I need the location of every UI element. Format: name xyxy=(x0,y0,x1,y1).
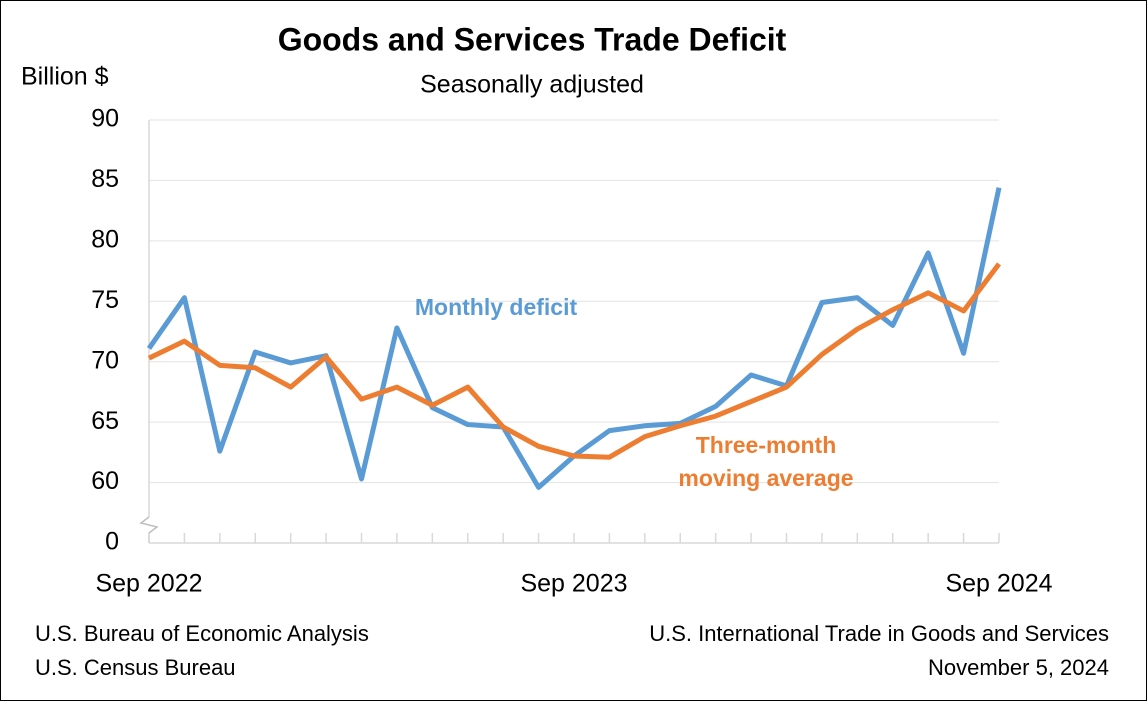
x-tick-label: Sep 2023 xyxy=(520,570,627,598)
source: November 5, 2024 xyxy=(928,655,1109,680)
x-tick-label: Sep 2022 xyxy=(95,570,202,598)
y-tick-label: 0 xyxy=(105,528,119,556)
source: U.S. International Trade in Goods and Se… xyxy=(649,621,1109,646)
legend-label: Three-month moving average xyxy=(678,432,854,491)
y-axis-label: Billion $ xyxy=(21,63,109,91)
source: U.S. Census Bureau xyxy=(35,655,236,680)
y-tick-label: 70 xyxy=(91,346,119,374)
y-tick-label: 75 xyxy=(91,286,119,314)
legend-label: Monthly deficit xyxy=(414,294,578,320)
y-tick-label: 65 xyxy=(91,407,119,435)
y-tick-label: 85 xyxy=(91,165,119,193)
y-tick-label: 90 xyxy=(91,105,119,133)
x-tick-label: Sep 2024 xyxy=(945,570,1052,598)
chart-title: Goods and Services Trade Deficit xyxy=(278,21,787,57)
y-tick-label: 80 xyxy=(91,225,119,253)
chart-subtitle: Seasonally adjusted xyxy=(420,71,644,99)
source: U.S. Bureau of Economic Analysis xyxy=(35,621,369,646)
series-line xyxy=(146,187,1002,490)
y-tick-label: 60 xyxy=(91,467,119,495)
series-line xyxy=(147,262,1001,460)
